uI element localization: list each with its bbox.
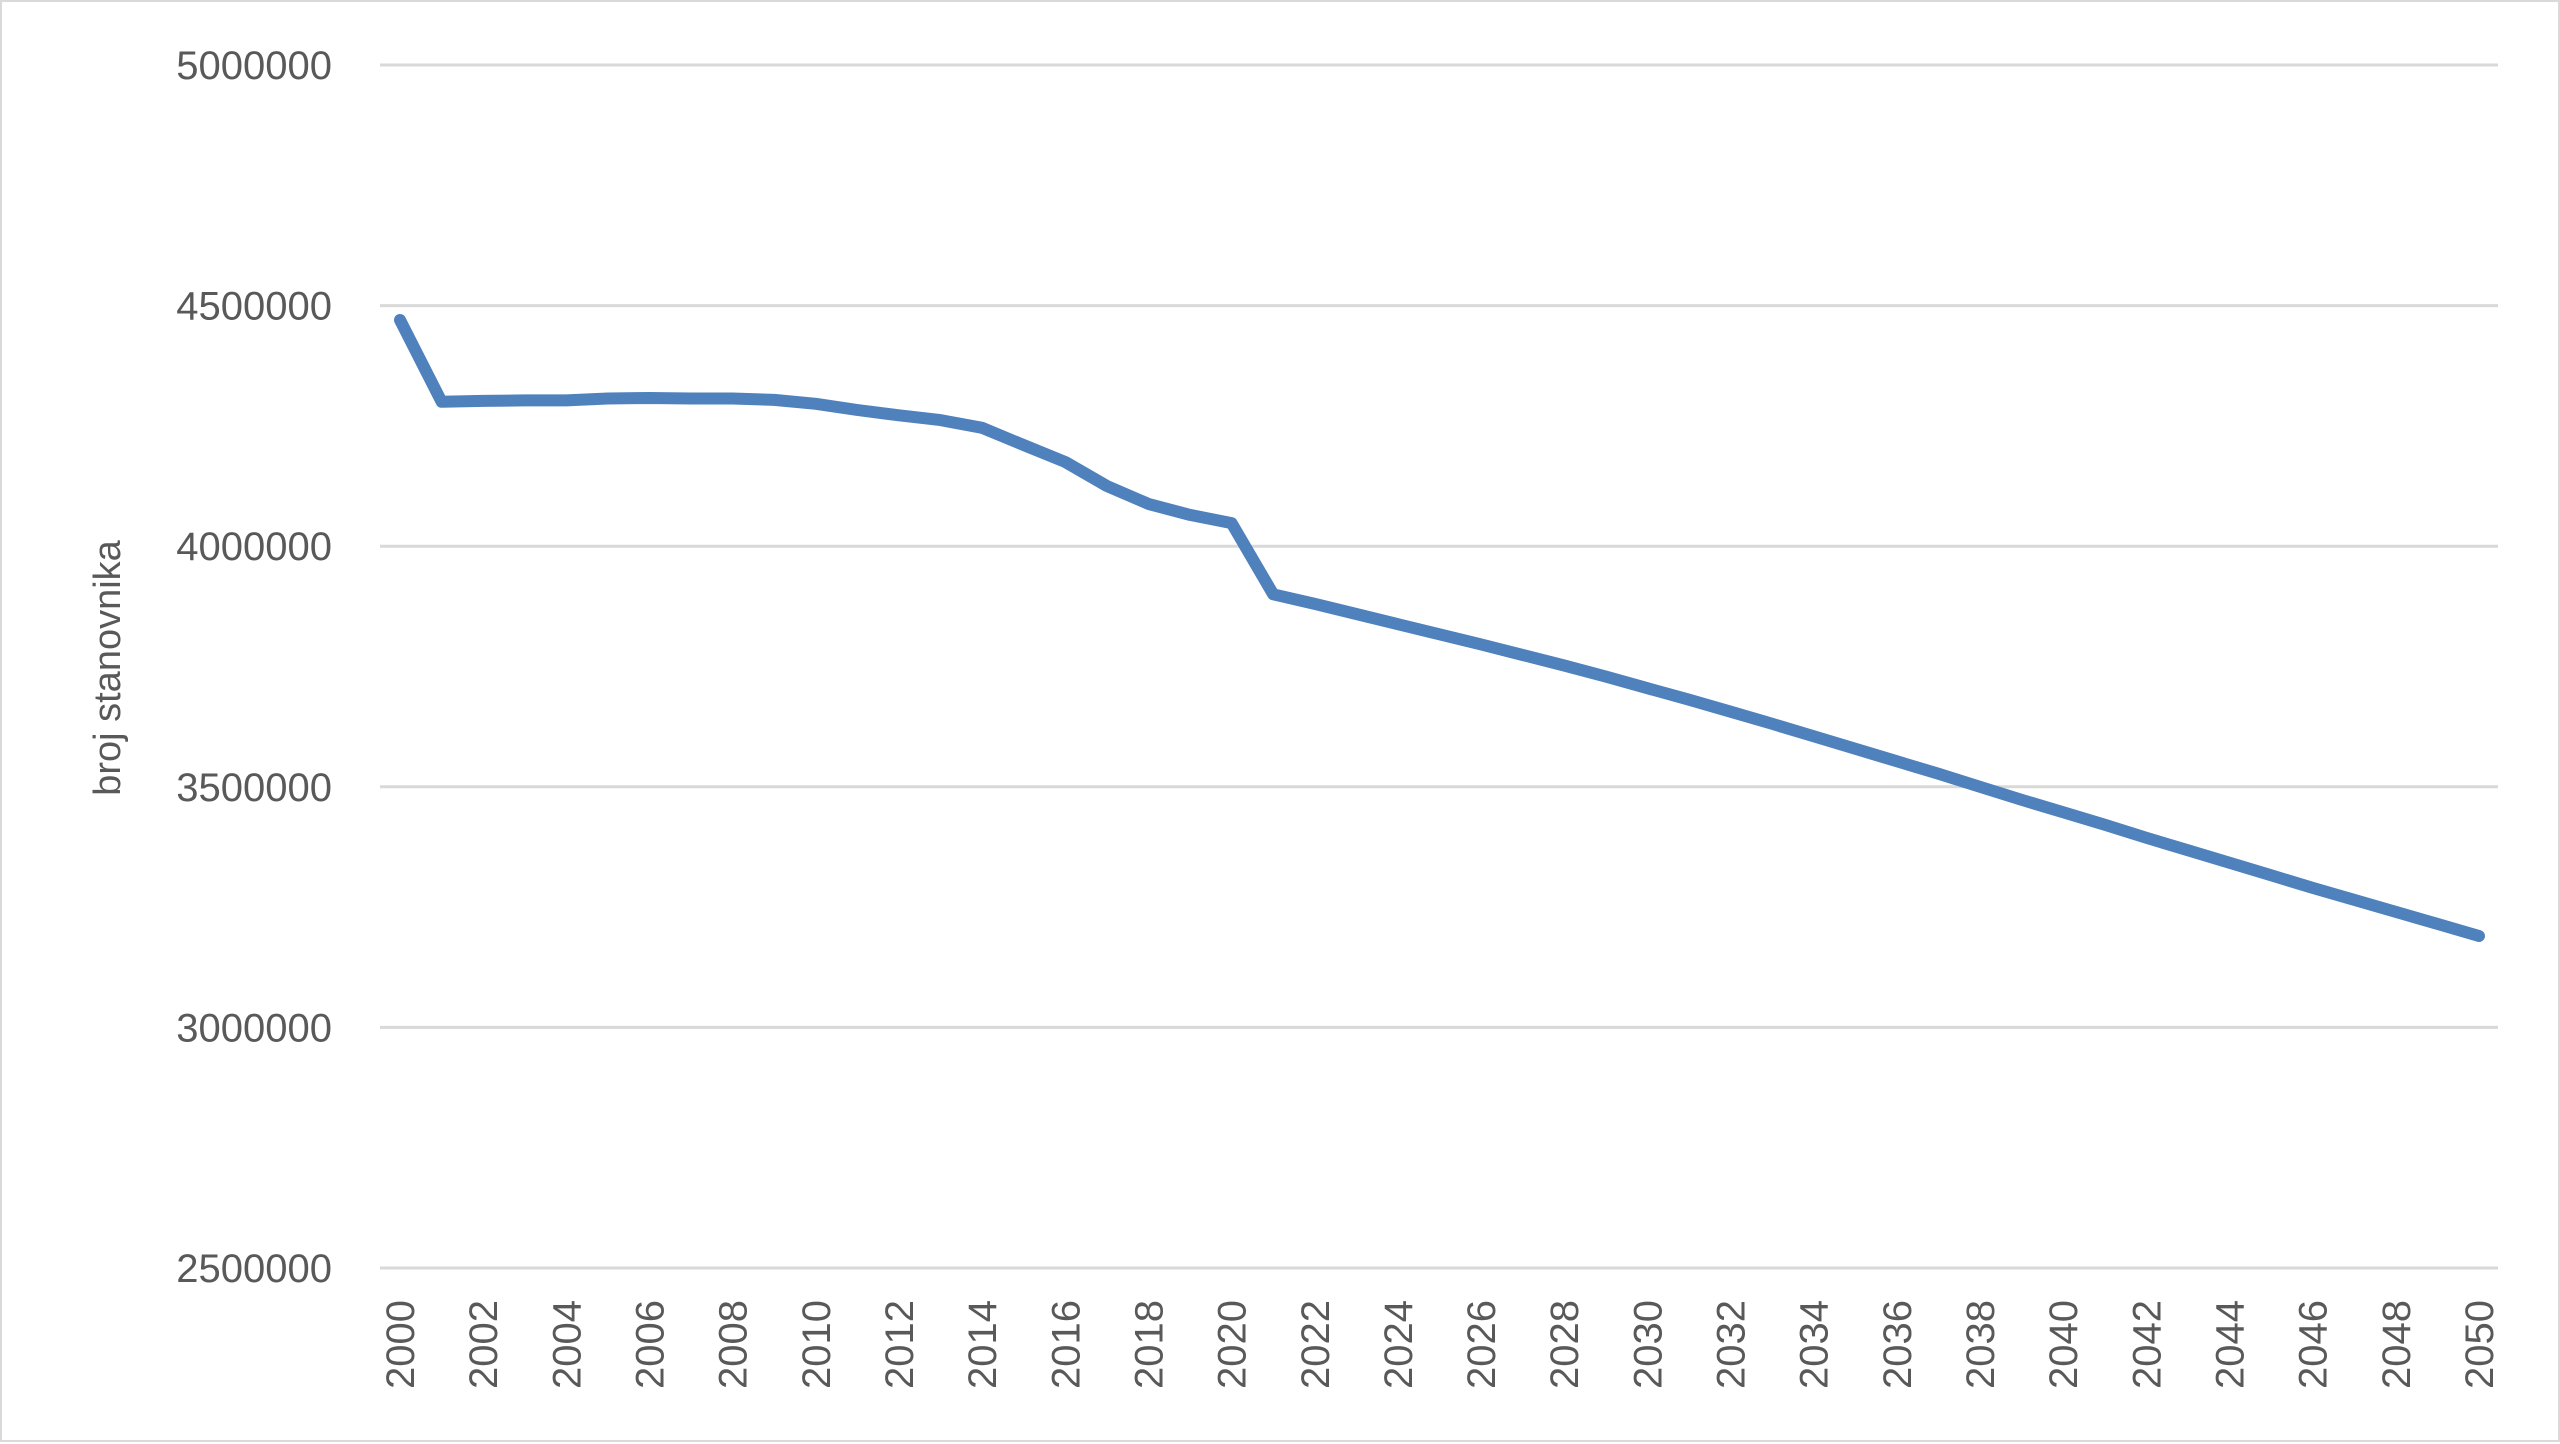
data-point-2047: [2353, 898, 2356, 901]
y-tick-label: 4000000: [176, 525, 332, 569]
x-tick-label: 2026: [1460, 1300, 1504, 1389]
data-point-2010: [814, 402, 817, 405]
data-point-2039: [2020, 798, 2023, 801]
data-point-2019: [1189, 513, 1191, 516]
x-tick-label: 2036: [1876, 1300, 1920, 1389]
data-point-2045: [2270, 874, 2273, 877]
data-point-2009: [773, 398, 776, 401]
x-tick-label: 2002: [462, 1300, 506, 1389]
x-tick-label: 2020: [1211, 1300, 1255, 1389]
data-point-2038: [1979, 785, 1981, 788]
x-tick-label: 2040: [2042, 1300, 2086, 1389]
x-tick-label: 2012: [878, 1300, 922, 1389]
data-point-2049: [2436, 922, 2439, 925]
data-point-2015: [1022, 444, 1025, 447]
data-point-2004: [565, 399, 568, 402]
data-point-2008: [731, 397, 734, 400]
data-point-2046: [2311, 886, 2314, 889]
data-point-2001: [440, 400, 443, 403]
data-point-2023: [1355, 613, 1358, 615]
y-axis-title: broj stanovnika: [87, 539, 129, 795]
data-point-2002: [482, 399, 485, 402]
x-tick-label: 2006: [628, 1300, 672, 1389]
x-tick-label: 2010: [795, 1300, 839, 1389]
data-point-2041: [2103, 823, 2106, 826]
x-tick-label: 2004: [545, 1300, 589, 1389]
data-point-2018: [1147, 502, 1150, 505]
x-tick-label: 2034: [1793, 1300, 1837, 1389]
data-point-2014: [981, 426, 984, 429]
data-point-2017: [1105, 485, 1108, 487]
y-tick-label: 3000000: [176, 1006, 332, 1050]
data-point-2005: [606, 397, 609, 400]
data-point-2000: [399, 319, 401, 321]
data-point-2024: [1396, 623, 1399, 626]
data-point-2003: [523, 399, 526, 402]
y-tick-label: 4500000: [176, 285, 332, 329]
x-tick-label: 2030: [1626, 1300, 1670, 1389]
data-point-2028: [1563, 664, 1566, 667]
data-point-2033: [1771, 722, 1774, 725]
data-point-2040: [2062, 811, 2065, 814]
data-point-2027: [1521, 654, 1524, 656]
data-point-2034: [1812, 735, 1815, 738]
x-tick-label: 2018: [1127, 1300, 1171, 1389]
x-tick-label: 2042: [2125, 1300, 2169, 1389]
data-point-2043: [2186, 849, 2189, 852]
x-axis-tick-labels: 2000 2002 2004 2006 2008 2010 2012 2014 2016 2018…: [379, 1300, 2502, 1389]
data-point-2021: [1272, 593, 1275, 596]
x-tick-label: 2022: [1294, 1300, 1338, 1389]
data-point-2042: [2145, 836, 2148, 839]
data-point-2050: [2478, 935, 2480, 937]
data-point-2016: [1064, 461, 1067, 463]
y-tick-label: 5000000: [176, 44, 332, 88]
data-point-2030: [1646, 687, 1649, 690]
x-tick-label: 2016: [1044, 1300, 1088, 1389]
data-point-2012: [898, 414, 900, 417]
data-point-2036: [1895, 760, 1898, 763]
y-axis-tick-labels: 2500000 3000000 3500000 4000000 4500000 50000…: [176, 44, 332, 1291]
x-tick-label: 2044: [2209, 1300, 2253, 1389]
data-point-2007: [690, 397, 693, 400]
data-point-2031: [1688, 698, 1690, 701]
data-point-2048: [2394, 910, 2397, 913]
series-line: [394, 314, 2485, 942]
data-point-2029: [1604, 675, 1607, 678]
data-point-2035: [1854, 747, 1857, 750]
data-point-2026: [1480, 643, 1483, 646]
data-point-2022: [1313, 602, 1316, 605]
x-tick-label: 2008: [712, 1300, 756, 1389]
data-point-2044: [2228, 861, 2231, 864]
y-tick-label: 2500000: [176, 1247, 332, 1291]
x-tick-label: 2028: [1543, 1300, 1587, 1389]
data-point-2025: [1438, 633, 1441, 636]
x-tick-label: 2000: [379, 1300, 423, 1389]
data-point-2011: [856, 409, 859, 411]
data-point-2006: [648, 397, 651, 399]
x-tick-label: 2048: [2375, 1300, 2419, 1389]
x-tick-label: 2024: [1377, 1300, 1421, 1389]
data-point-2032: [1729, 710, 1732, 713]
x-tick-label: 2046: [2292, 1300, 2336, 1389]
data-point-2013: [939, 419, 942, 422]
data-point-2020: [1230, 522, 1233, 525]
x-tick-label: 2032: [1710, 1300, 1754, 1389]
x-tick-label: 2038: [1959, 1300, 2003, 1389]
gridlines: [380, 63, 2498, 1270]
data-point-2037: [1937, 772, 1940, 775]
series-layer: [394, 314, 2485, 942]
x-tick-label: 2050: [2458, 1300, 2502, 1389]
y-tick-label: 3500000: [176, 766, 332, 810]
x-tick-label: 2014: [961, 1300, 1005, 1389]
